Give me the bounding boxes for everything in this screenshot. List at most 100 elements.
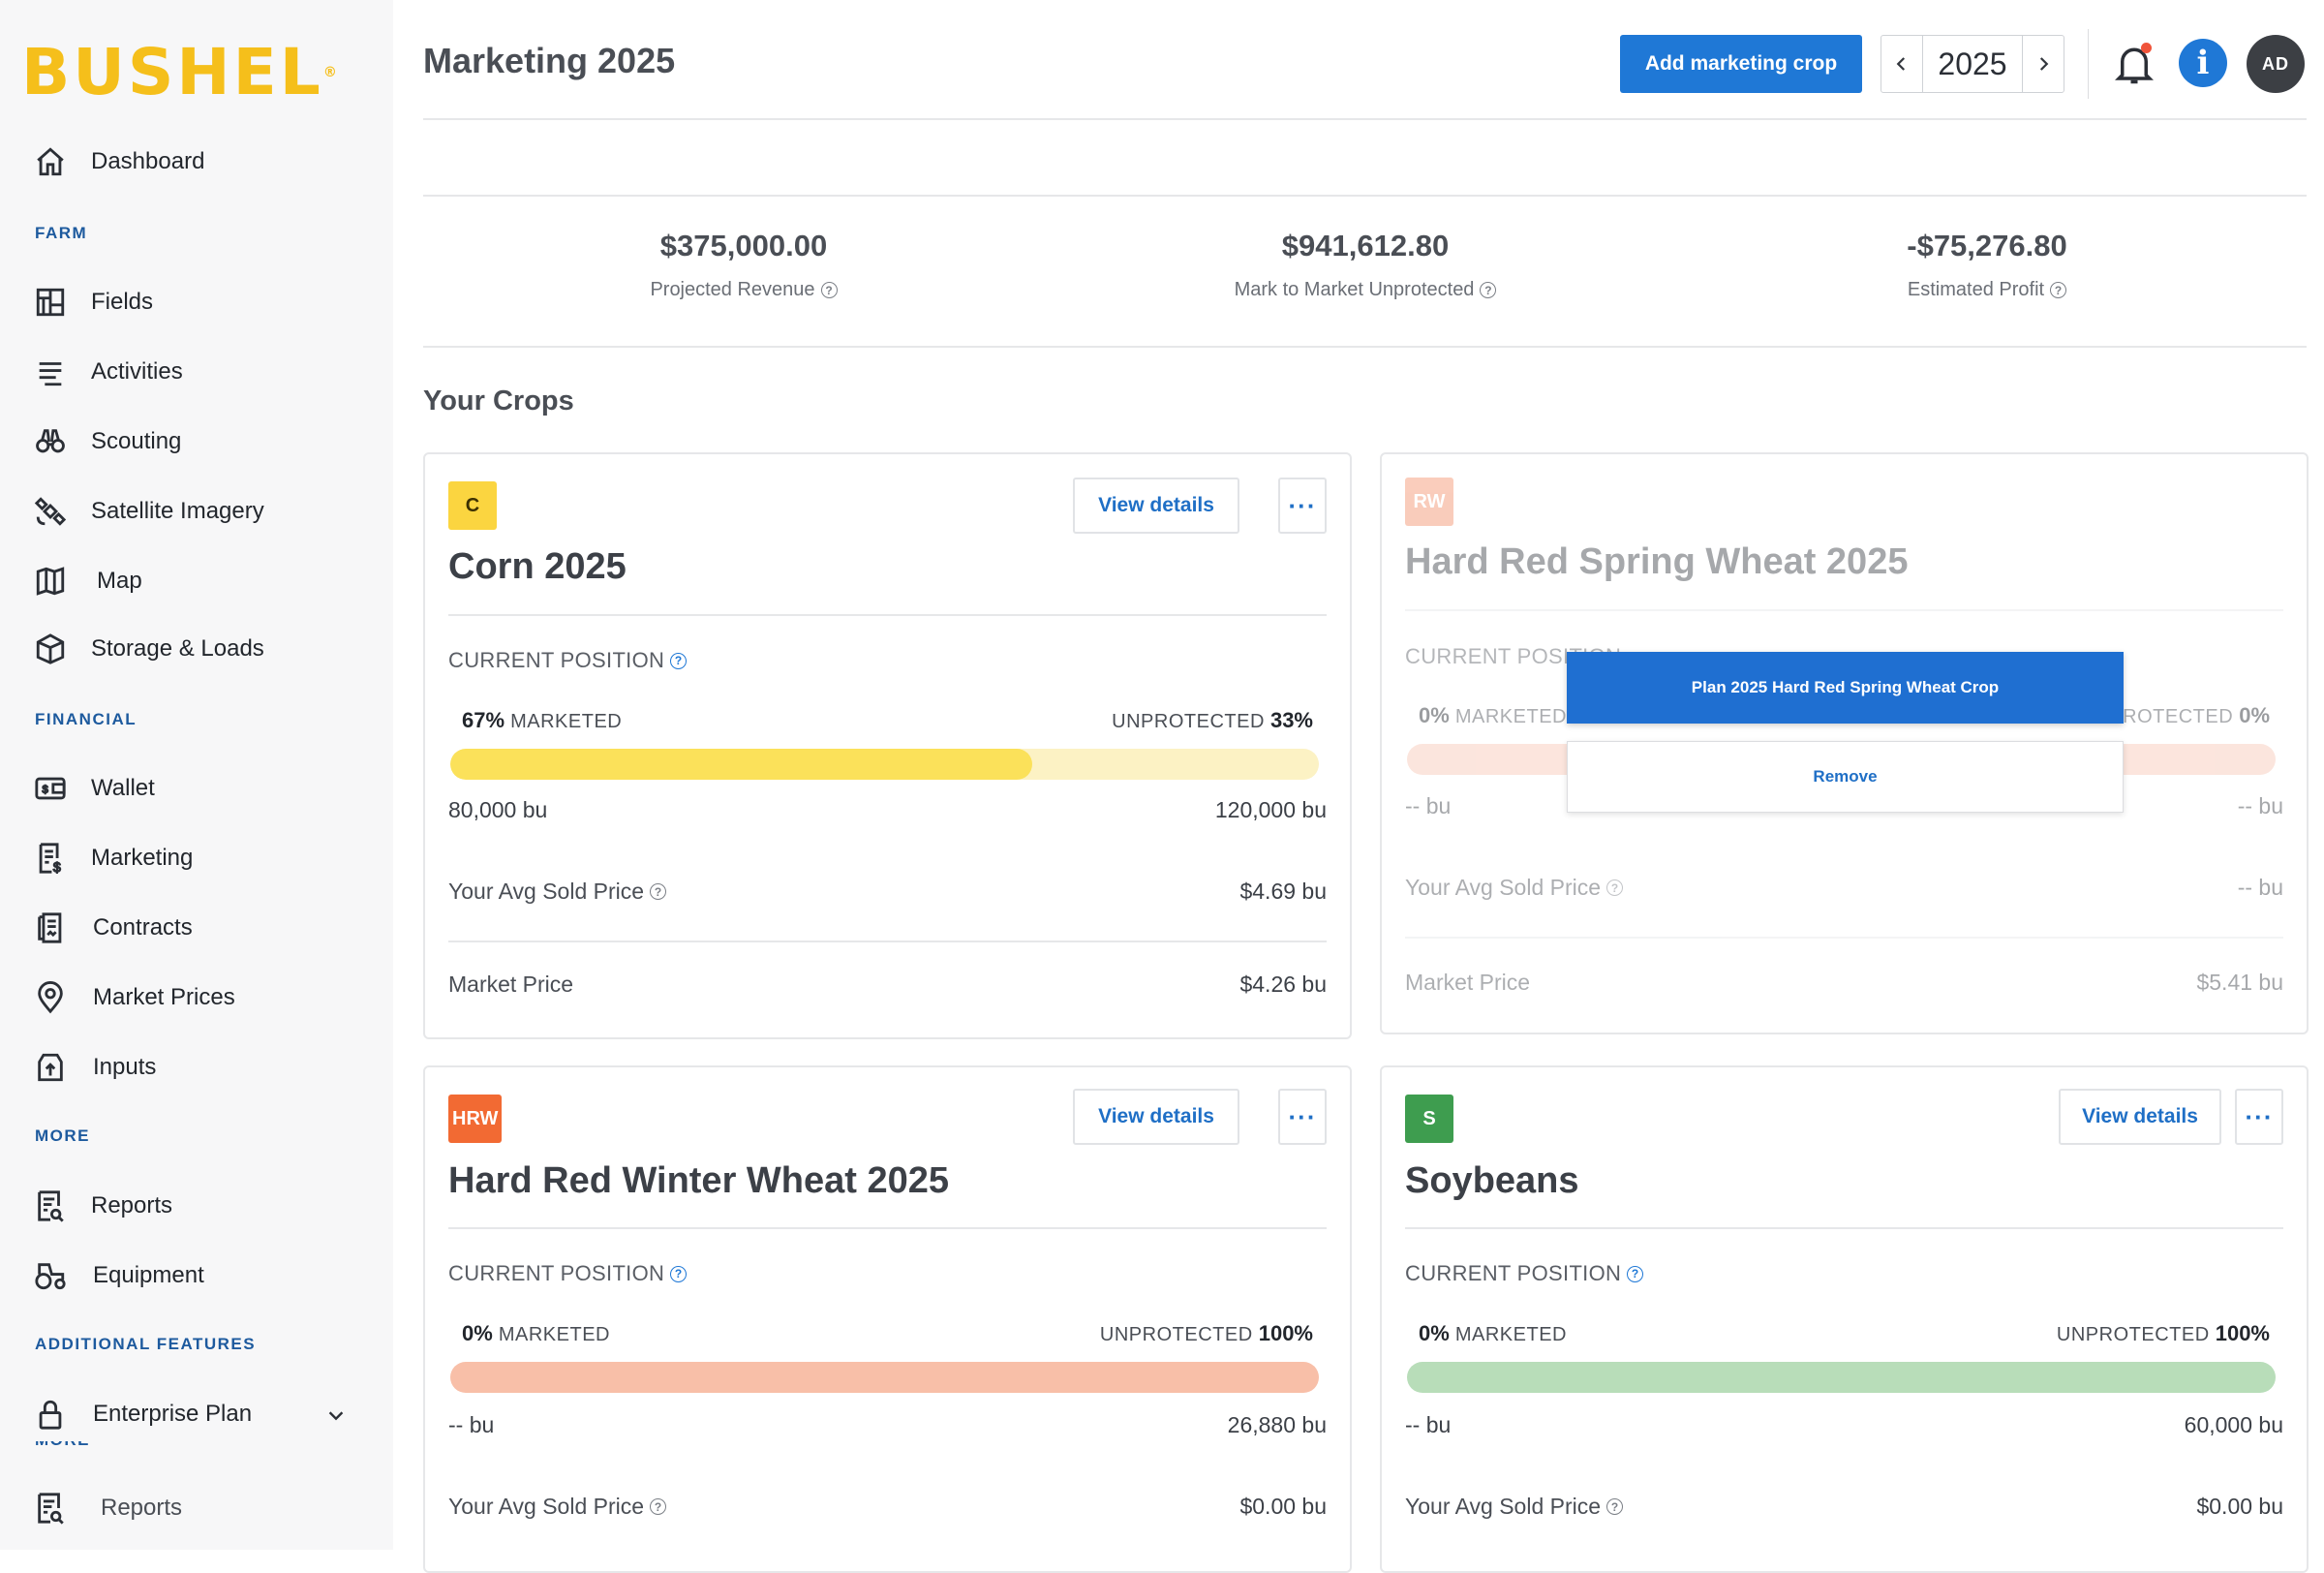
view-details-button[interactable]: View details [2059,1089,2221,1145]
market-price-label: Market Price [448,972,574,997]
sidebar-item-reports[interactable]: Reports [33,1187,172,1225]
sidebar-item-marketing[interactable]: $ Marketing [33,839,193,878]
sidebar-item-satellite-imagery[interactable]: Satellite Imagery [33,492,264,531]
projected-revenue-stat: $375,000.00 Projected Revenue? [453,229,1034,301]
avg-sold-price-label: Your Avg Sold Price [1405,1494,1602,1519]
help-icon[interactable]: ? [820,282,838,298]
view-details-button[interactable]: View details [1073,1089,1239,1145]
avg-sold-price-row: Your Avg Sold Price? -- bu [1405,875,2283,901]
prev-year-button[interactable] [1881,36,1922,92]
section-label-financial: FINANCIAL [35,710,138,728]
avg-sold-price-row: Your Avg Sold Price? $0.00 bu [448,1494,1327,1520]
bushel-logo[interactable]: BUSHEL® [21,35,337,109]
sidebar-item-storage-loads[interactable]: Storage & Loads [33,630,264,668]
next-year-button[interactable] [2023,36,2064,92]
more-options-button[interactable]: ··· [1278,1089,1327,1145]
unprotected-text: UNPROTECTED [1112,711,1265,732]
plan-crop-menu-item[interactable]: Plan 2025 Hard Red Spring Wheat Crop [1567,652,2124,724]
help-icon[interactable]: ? [670,652,688,669]
total-bushels: 120,000 bu [1214,797,1327,822]
current-position-text: CURRENT POSITION [448,1261,665,1285]
estimated-profit-value: -$75,276.80 [1907,229,2067,262]
marketed-pct-value: 67% [462,708,505,732]
help-icon[interactable]: ? [1606,879,1624,896]
help-icon[interactable]: ? [670,1265,688,1282]
add-marketing-crop-button[interactable]: Add marketing crop [1620,35,1862,93]
total-bushels: -- bu [2237,793,2283,818]
satellite-icon [33,494,68,529]
view-details-button[interactable]: View details [1073,478,1239,534]
mark-to-market-stat: $941,612.80 Mark to Market Unprotected? [1075,229,1656,301]
sidebar-item-label: Wallet [91,775,155,801]
marketed-percent: 67% MARKETED [462,708,622,733]
fields-icon [33,285,68,320]
map-icon [33,564,68,599]
sidebar-item-label: Map [97,568,142,594]
sidebar-item-label: Storage & Loads [91,635,264,662]
inputs-icon [33,1050,68,1085]
contracts-icon [33,910,68,945]
sidebar-item-scouting[interactable]: Scouting [33,422,181,461]
sidebar-item-inputs[interactable]: Inputs [33,1048,156,1087]
sidebar-item-fields[interactable]: Fields [33,283,153,322]
info-button[interactable]: i [2179,39,2227,87]
sidebar-item-label: Reports [101,1495,183,1521]
marketed-bushels: -- bu [1405,1412,1452,1437]
card-divider [448,614,1327,616]
section-label-farm: FARM [35,224,88,242]
avg-sold-price-value: -- bu [2237,875,2283,900]
avg-sold-price-row: Your Avg Sold Price? $0.00 bu [1405,1494,2283,1520]
mark-to-market-label: Mark to Market Unprotected [1234,279,1475,300]
position-progress-bar [1407,1362,2276,1393]
sidebar-item-label: Dashboard [91,148,205,174]
sidebar-item-label: Inputs [93,1054,157,1080]
sidebar-item-wallet[interactable]: $ Wallet [33,769,155,808]
more-options-button[interactable]: ··· [2235,1089,2283,1145]
remove-menu-item[interactable]: Remove [1567,741,2124,813]
help-icon[interactable]: ? [650,883,667,900]
current-position-label: CURRENT POSITION? [448,1261,688,1286]
market-price-value: $5.41 bu [2196,970,2283,995]
sidebar-item-dashboard[interactable]: Dashboard [33,142,204,181]
marketed-text: MARKETED [1454,1324,1567,1345]
sidebar-item-label: Market Prices [93,984,235,1010]
crop-card-corn: C Corn 2025 View details ··· CURRENT POS… [423,452,1352,1039]
sidebar-item-enterprise-plan[interactable]: Enterprise Plan [33,1395,252,1434]
chevron-right-icon [2039,57,2049,71]
sidebar-item-activities[interactable]: Activities [33,353,183,391]
marketed-bushels: -- bu [448,1412,495,1437]
sidebar-item-map[interactable]: Map [33,562,142,601]
sidebar-item-equipment[interactable]: Equipment [33,1256,204,1295]
unprotected-percent: UNPROTECTED 100% [1100,1321,1313,1346]
help-icon[interactable]: ? [2050,282,2067,298]
sidebar-item-label: Marketing [91,845,194,871]
sidebar-item-label: Scouting [91,428,182,454]
sidebar-item-market-prices[interactable]: Market Prices [33,978,235,1017]
market-prices-icon [33,980,68,1015]
avg-sold-price-value: $0.00 bu [2196,1494,2283,1519]
home-icon [33,144,68,179]
projected-revenue-label: Projected Revenue [650,279,815,300]
more-options-button[interactable]: ··· [1278,478,1327,534]
help-icon[interactable]: ? [650,1498,667,1515]
unprotected-pct-value: 0% [2239,703,2270,727]
marketed-text: MARKETED [1454,706,1567,727]
unprotected-pct-value: 100% [1258,1321,1313,1345]
market-price-row: Market Price $5.41 bu [1405,970,2283,996]
section-label-additional-features: ADDITIONAL FEATURES [35,1335,257,1353]
help-icon[interactable]: ? [1480,282,1497,298]
chevron-down-icon[interactable] [325,1404,347,1426]
help-icon[interactable]: ? [1606,1498,1624,1515]
current-position-label: CURRENT POSITION? [1405,1261,1644,1286]
sidebar-item-reports-overflow[interactable]: Reports [33,1489,182,1527]
svg-text:$: $ [53,860,61,875]
notifications-button[interactable] [2114,43,2155,87]
summary-top-divider [423,195,2307,197]
marketed-text: MARKETED [510,711,623,732]
avatar[interactable]: AD [2247,35,2305,93]
sidebar-item-label: Reports [91,1192,173,1218]
market-price-value: $4.26 bu [1239,972,1327,997]
help-icon[interactable]: ? [1627,1265,1644,1282]
crop-badge: C [448,481,497,530]
sidebar-item-contracts[interactable]: Contracts [33,909,193,947]
